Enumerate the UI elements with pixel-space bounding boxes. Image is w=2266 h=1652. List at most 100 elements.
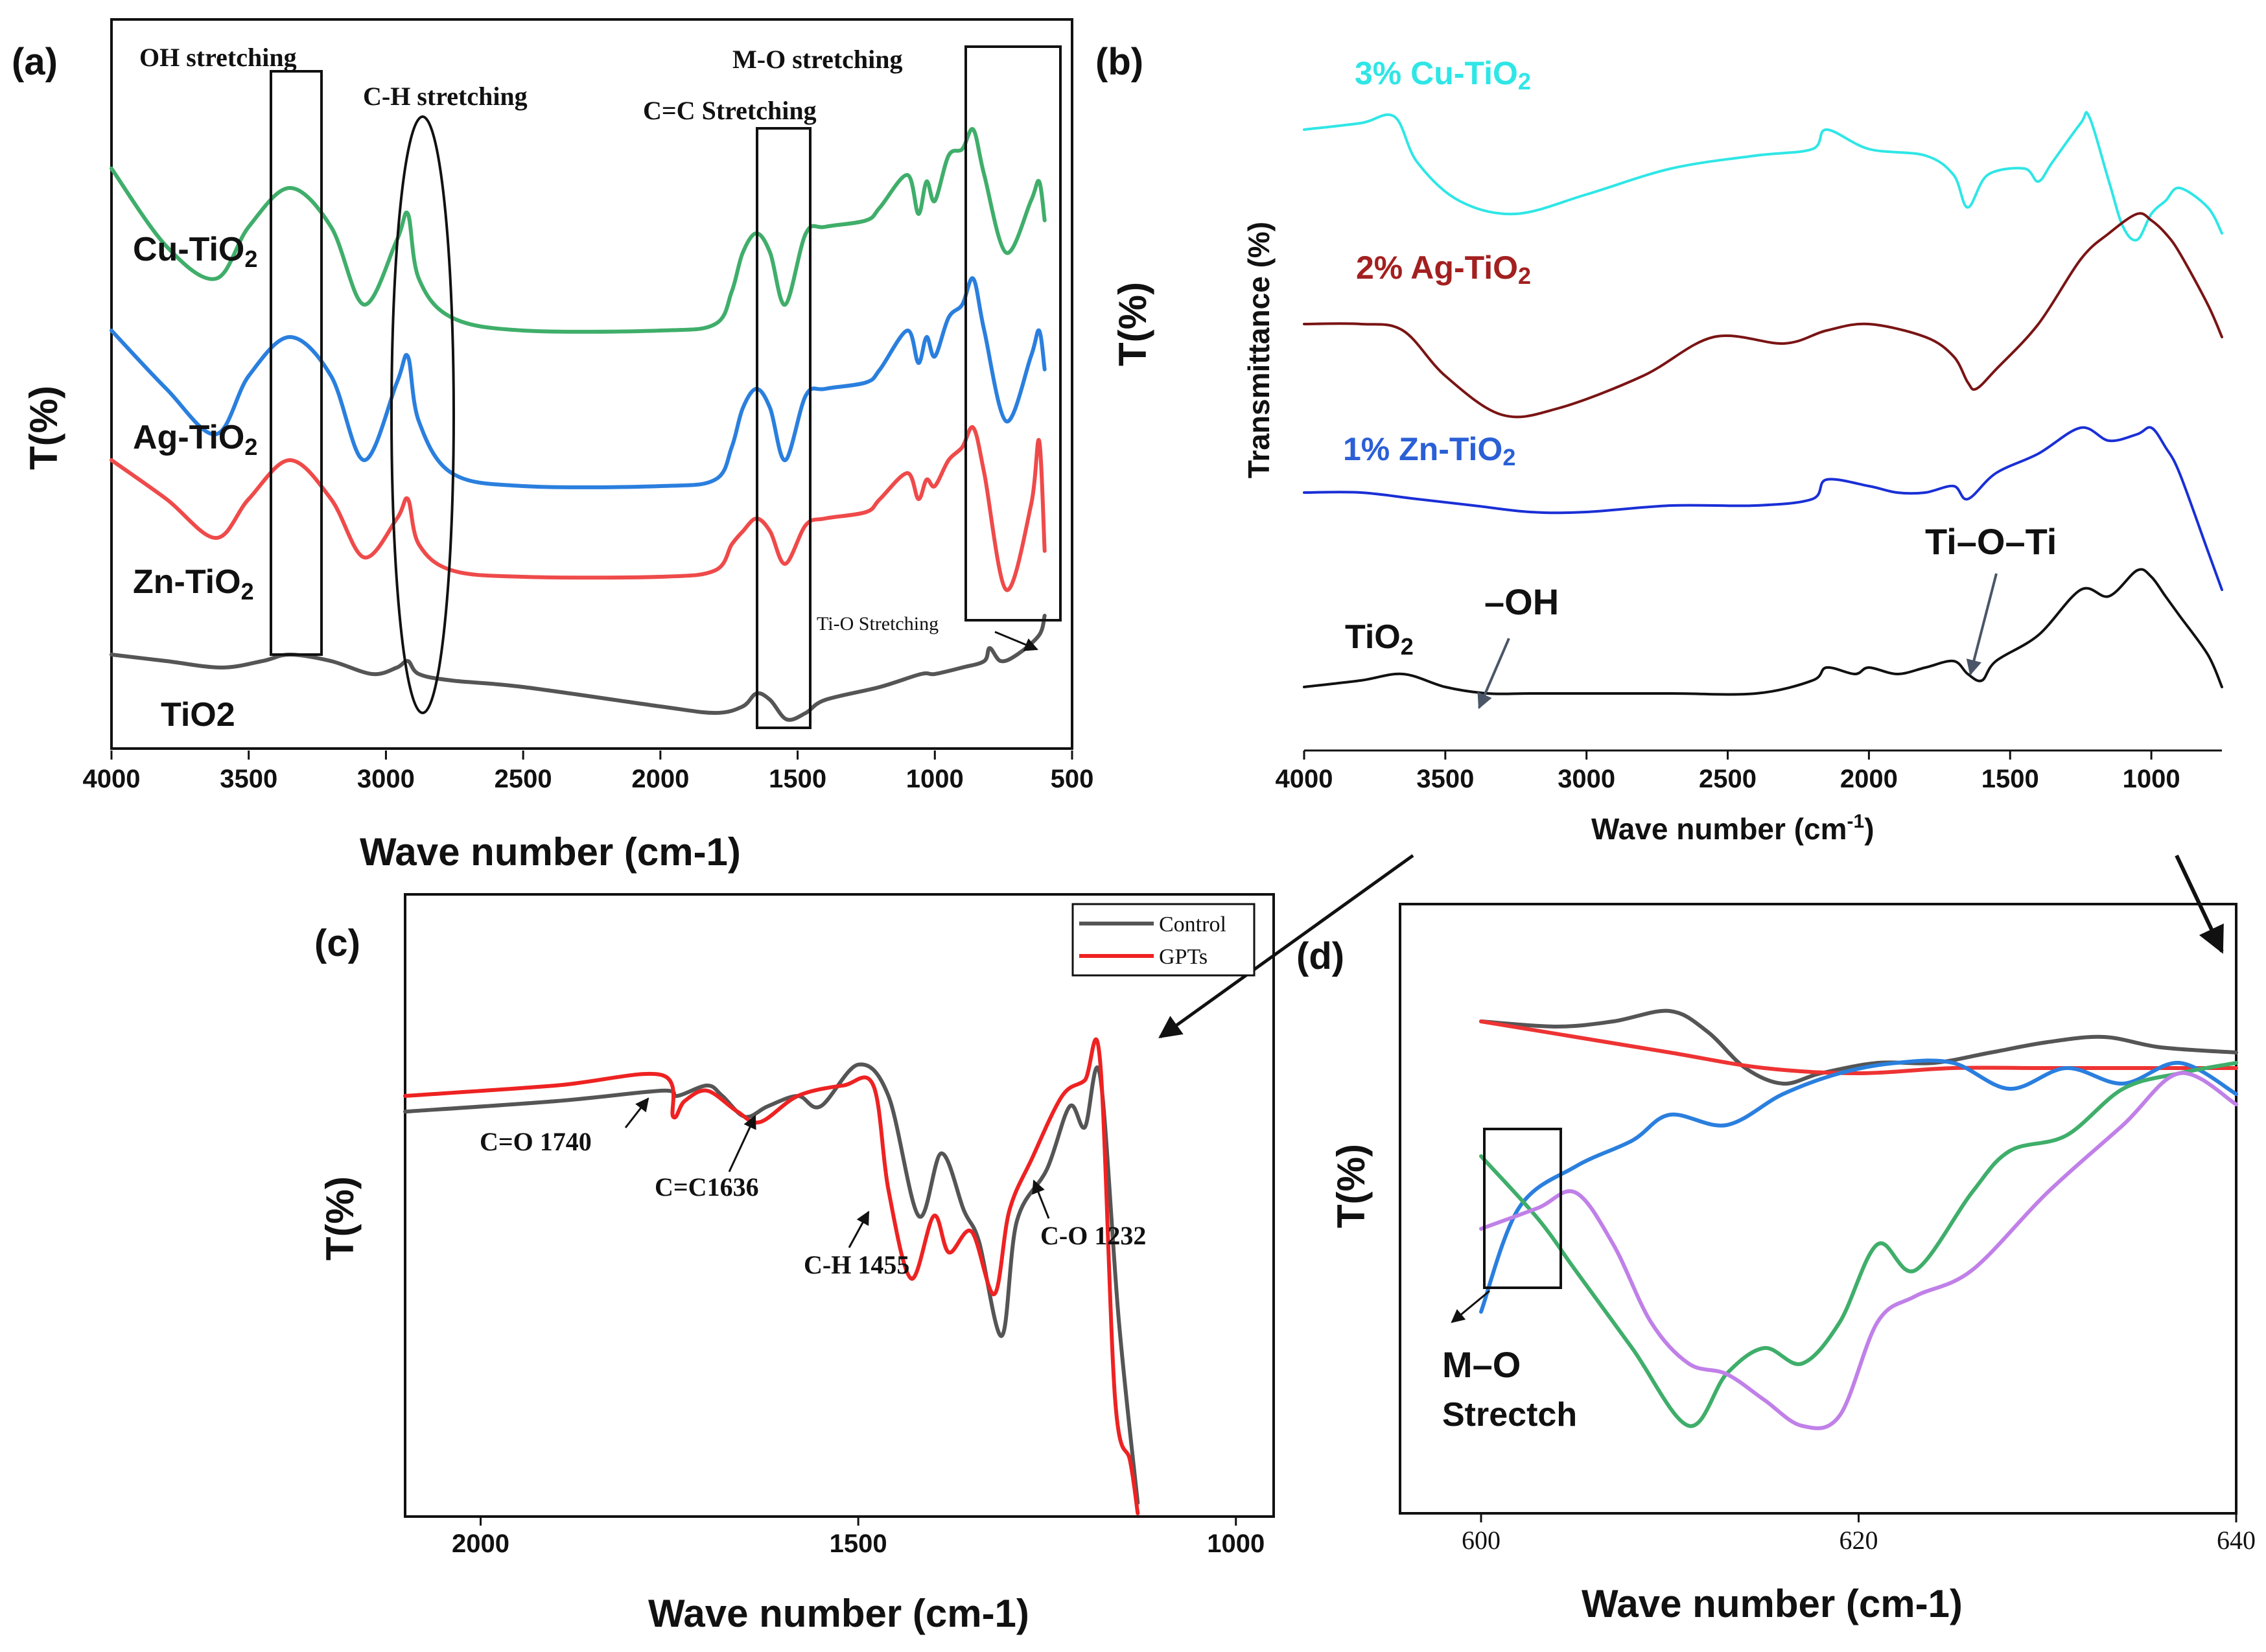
panel-b-line-1-zn-tio2 [1303,426,2223,591]
panel-a-line-zn-tio2 [110,425,1047,592]
panel-c-co1232-label: C-O 1232 [1040,1221,1146,1250]
panel-c-cc1636-label: C=C1636 [655,1172,759,1202]
panel-a-x-ticks: 4000 3500 3000 2500 2000 1500 1000 500 [83,750,1094,793]
panel-a-xlabel: Wave number (cm-1) [360,830,741,874]
panel-c-ch1455-label: C-H 1455 [804,1250,909,1279]
panel-a-tick-label: 500 [1051,765,1094,793]
panel-b-tick-label: 2500 [1699,765,1757,793]
panel-a-tick-label: 2000 [631,765,689,793]
panel-a-line-tio2 [110,614,1047,722]
panel-d-tick-label: 640 [2217,1526,2256,1555]
panel-c-legend-box [1071,903,1256,977]
connector-arrow-c [1158,854,1414,1039]
panel-a-mo-label: M-O stretching [732,45,903,74]
panel-a-oh-box [270,70,323,656]
panel-a-line-cu-tio2 [110,127,1047,334]
panel-b-ylabel-inner: Transmittance (%) [1242,222,1276,478]
panel-a-ch-ellipse [390,115,455,714]
panel-a-ch-label: C-H stretching [363,82,528,111]
panel-d-mo-label-1: M–O [1442,1344,1521,1385]
panel-b-label-cu: 3% Cu-TiO2 [1355,55,1531,95]
panel-c-line-control [403,1062,1140,1505]
panel-a-label-cu: Cu-TiO2 [133,231,257,272]
panel-c-ch1455-arrow [848,1211,870,1248]
panel-b-label-ag: 2% Ag-TiO2 [1356,250,1531,289]
panel-a-letter: (a) [12,41,58,83]
panel-b-tioti-arrow [1966,573,1998,676]
panel-b-oh-label: –OH [1484,581,1559,622]
panel-c-tick-label: 2000 [452,1530,509,1558]
panel-a-oh-label: OH stretching [139,43,297,72]
panel-d-xlabel: Wave number (cm-1) [1582,1582,1963,1625]
panel-c-legend: Control GPTs [1071,903,1256,977]
panel-b: (b) T(%) Transmittance (%) 4000 3500 3000 2… [1095,41,2223,846]
panel-b-label-ti: TiO2 [1345,618,1414,660]
panel-c-legend-gpts: GPTs [1159,945,1208,969]
panel-a: (a) 4000 3500 3000 2500 2000 1500 1000 500 Wave… [12,18,1094,874]
panel-c-x-ticks: 2000 1500 1000 [452,1517,1265,1558]
panel-c: (c) 2000 1500 1000 Control GPTs C=O 1740 C… [314,893,1275,1635]
panel-a-tio-arrow [994,631,1038,651]
panel-b-tick-label: 3500 [1416,765,1474,793]
panel-a-frame [110,18,1073,750]
panel-d-letter: (d) [1296,935,1344,977]
panel-a-mo-box [964,45,1062,622]
panel-b-letter: (b) [1095,41,1143,83]
panel-d: (d) 600 620 640 M–O Strectch Wave number (… [1296,903,2256,1625]
panel-d-mo-label-2: Strectch [1442,1396,1577,1434]
panel-d-mo-arrow [1451,1290,1490,1323]
panel-a-label-ag: Ag-TiO2 [133,419,257,460]
panel-c-series [403,1037,1140,1515]
panel-a-ylabel: T(%) [22,386,65,470]
panel-b-tick-label: 1000 [2123,765,2180,793]
panel-d-tick-label: 620 [1840,1526,1878,1555]
panel-a-tick-label: 3500 [220,765,277,793]
panel-a-cc-label: C=C Stretching [643,96,817,125]
panel-c-xlabel: Wave number (cm-1) [648,1592,1029,1635]
panel-c-tick-label: 1000 [1207,1530,1265,1558]
panel-b-tick-label: 3000 [1558,765,1615,793]
panel-d-line-purple [1479,1071,2238,1430]
panel-d-line-green [1479,1061,2238,1428]
panel-b-tick-label: 2000 [1840,765,1898,793]
panel-b-ylabel-outer: T(%) [1111,282,1154,366]
panel-d-x-ticks: 600 620 640 [1462,1513,2256,1555]
panel-a-tio-label: Ti-O Stretching [817,613,939,634]
panel-a-tick-label: 3000 [357,765,415,793]
panel-b-tick-label: 4000 [1276,765,1333,793]
panel-c-co1232-arrow [1032,1180,1050,1219]
panel-c-frame [404,893,1275,1518]
panel-a-tick-label: 1000 [906,765,964,793]
panel-c-co1740-label: C=O 1740 [480,1127,592,1156]
panel-d-line-blue [1479,1058,2238,1314]
panel-c-cc1636-arrow [728,1115,756,1172]
panel-b-line-tio2 [1303,568,2223,696]
panel-c-line-gpts [403,1037,1140,1515]
panel-b-line-2-ag-tio2 [1303,212,2223,419]
panel-b-series [1303,111,2223,696]
panel-d-ylabel: T(%) [1329,1144,1373,1228]
panel-d-series [1479,1008,2238,1430]
panel-b-x-ticks: 4000 3500 3000 2500 2000 1500 1000 [1276,750,2180,793]
panel-a-cc-box [756,127,812,729]
panel-c-ylabel: T(%) [318,1176,362,1261]
panel-b-line-3-cu-tio2 [1303,111,2223,242]
panel-b-label-zn: 1% Zn-TiO2 [1343,431,1515,471]
panel-c-letter: (c) [314,922,360,964]
panel-b-xlabel: Wave number (cm-1) [1591,811,1875,846]
panel-b-tioti-label: Ti–O–Ti [1925,521,2057,562]
panel-c-tick-label: 1500 [830,1530,887,1558]
panel-d-line-red [1479,1019,2238,1075]
panel-d-frame [1399,903,2237,1515]
panel-a-label-zn: Zn-TiO2 [133,563,254,605]
panel-a-tick-label: 2500 [495,765,552,793]
panel-c-legend-control: Control [1159,913,1226,937]
panel-b-tick-label: 1500 [1981,765,2039,793]
panel-a-tick-label: 4000 [83,765,141,793]
panel-b-oh-arrow [1477,638,1510,710]
panel-a-tick-label: 1500 [769,765,826,793]
panel-d-tick-label: 600 [1462,1526,1501,1555]
panel-c-co1740-arrow [624,1097,649,1128]
panel-d-mo-box [1483,1128,1562,1289]
